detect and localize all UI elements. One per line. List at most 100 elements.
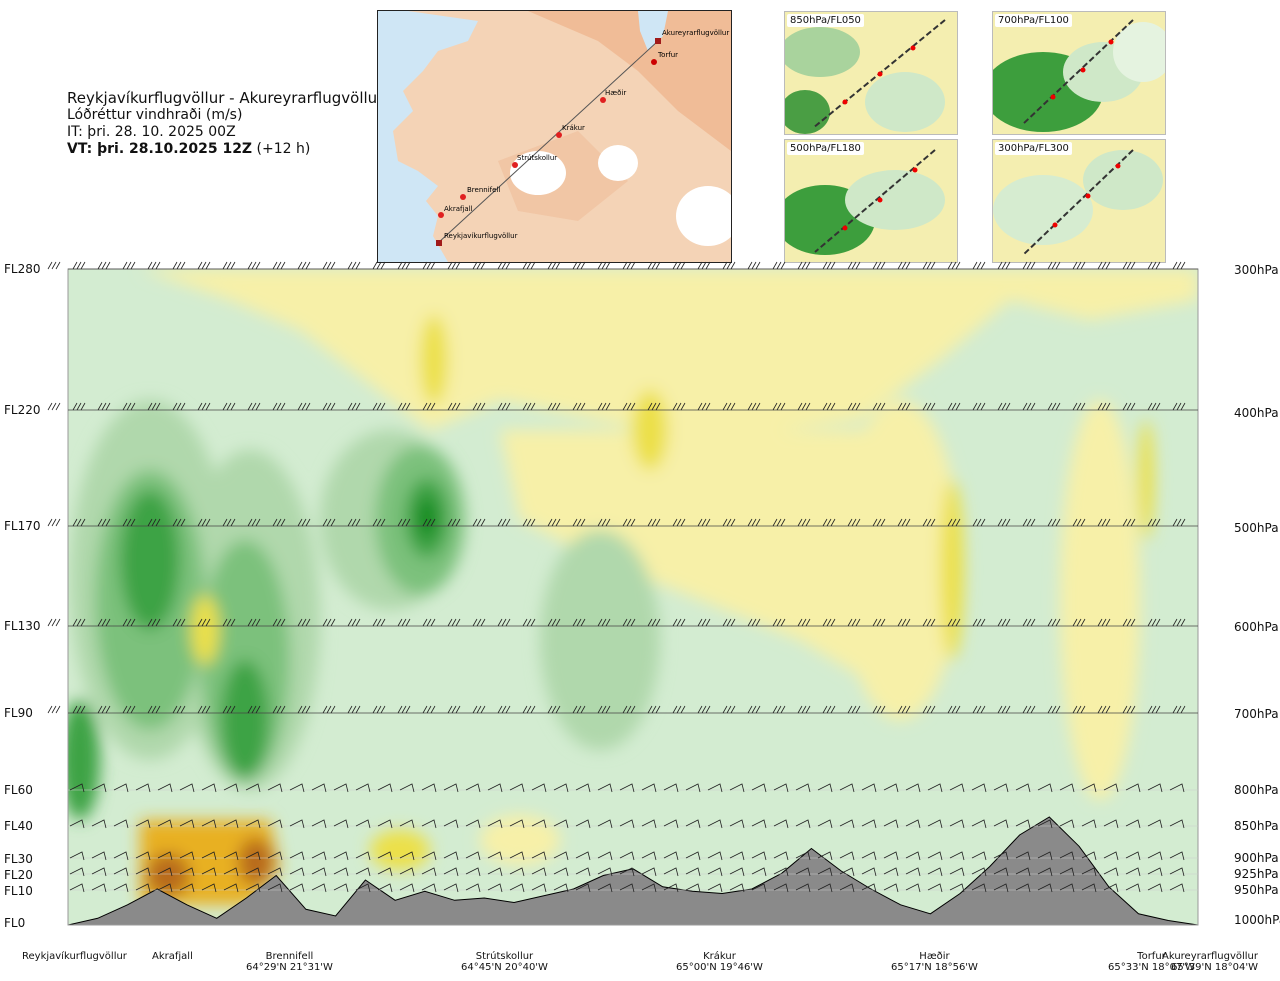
wind-barb xyxy=(447,402,461,411)
wind-barb xyxy=(487,867,503,877)
wind-barb xyxy=(553,883,569,893)
fl-label: FL0 xyxy=(4,916,26,930)
wind-barb xyxy=(311,867,327,877)
wind-barb xyxy=(172,518,186,527)
wind-barb xyxy=(465,883,481,893)
wind-barb xyxy=(949,783,965,793)
wind-barb xyxy=(883,851,899,861)
wind-barb xyxy=(421,783,437,793)
wind-barb xyxy=(572,705,586,714)
wind-barb xyxy=(697,705,711,714)
wind-barb xyxy=(1015,819,1031,829)
wind-barb xyxy=(245,783,261,793)
map-label: Strútskollur xyxy=(517,154,557,162)
wind-barb xyxy=(487,883,503,893)
station-coord: 65°00'N 19°46'W xyxy=(676,962,763,973)
station-label: Strútskollur 64°45'N 20°40'W xyxy=(461,951,548,973)
wind-barb xyxy=(597,618,611,627)
wind-barb xyxy=(1097,261,1111,270)
wind-barb xyxy=(522,705,536,714)
wind-barb xyxy=(399,851,415,861)
wind-barb xyxy=(1169,883,1185,893)
wind-barb xyxy=(399,883,415,893)
wind-barb xyxy=(547,618,561,627)
wind-barb xyxy=(72,402,86,411)
wind-barb xyxy=(897,618,911,627)
wind-barb xyxy=(421,883,437,893)
wind-barb xyxy=(69,819,85,829)
mini-map-label: 300hPa/FL300 xyxy=(995,142,1072,155)
wind-barb xyxy=(847,261,861,270)
wind-barb xyxy=(897,705,911,714)
wind-barb xyxy=(347,618,361,627)
wind-barb xyxy=(1147,883,1163,893)
wind-barb xyxy=(1047,518,1061,527)
wind-barb xyxy=(797,618,811,627)
wind-barb xyxy=(997,618,1011,627)
wind-barb xyxy=(397,618,411,627)
wind-barb xyxy=(927,819,943,829)
map-label: Reykjavíkurflugvöllur xyxy=(444,232,518,240)
wind-barb xyxy=(267,883,283,893)
pressure-label: 950hPa xyxy=(1234,883,1279,897)
wind-barb xyxy=(647,402,661,411)
wind-barb xyxy=(822,261,836,270)
wind-barb xyxy=(553,783,569,793)
wind-barb xyxy=(122,402,136,411)
pressure-label: 300hPa xyxy=(1234,263,1279,277)
wind-barb xyxy=(883,883,899,893)
wind-barb xyxy=(971,819,987,829)
wind-barb xyxy=(663,867,679,877)
wind-barb xyxy=(619,783,635,793)
fl-label: FL60 xyxy=(4,783,33,797)
wind-barb xyxy=(322,261,336,270)
wind-barb xyxy=(772,518,786,527)
wind-barb xyxy=(547,402,561,411)
wind-barb xyxy=(861,819,877,829)
wind-barb xyxy=(113,783,129,793)
wind-barb xyxy=(897,518,911,527)
mini-map-850: 850hPa/FL050 xyxy=(784,11,958,135)
map-label: Hæðir xyxy=(605,89,626,97)
wind-barb xyxy=(347,518,361,527)
wind-barb xyxy=(487,819,503,829)
wind-barb xyxy=(1037,783,1053,793)
wind-barb xyxy=(1147,518,1161,527)
wind-barb xyxy=(1122,618,1136,627)
fl-label: FL280 xyxy=(4,262,41,276)
wind-barb xyxy=(347,402,361,411)
wind-barb xyxy=(795,819,811,829)
wind-barb xyxy=(861,783,877,793)
map-label: Akureyrarflugvöllur xyxy=(662,29,729,37)
pressure-label: 600hPa xyxy=(1234,620,1279,634)
wind-barb xyxy=(333,783,349,793)
wind-barb xyxy=(553,867,569,877)
wind-barb xyxy=(487,783,503,793)
wind-barb xyxy=(497,402,511,411)
wind-barb xyxy=(91,851,107,861)
wind-barb xyxy=(773,819,789,829)
wind-barb xyxy=(447,518,461,527)
wind-barb xyxy=(1037,883,1053,893)
wind-barb xyxy=(883,783,899,793)
wind-barb xyxy=(1147,783,1163,793)
wind-barb xyxy=(377,867,393,877)
wind-barb xyxy=(179,883,195,893)
wind-barb xyxy=(927,883,943,893)
wind-barb xyxy=(135,783,151,793)
fl-label: FL220 xyxy=(4,403,41,417)
wind-barb xyxy=(1081,819,1097,829)
wind-barb xyxy=(997,402,1011,411)
wind-barb xyxy=(377,883,393,893)
wind-barb xyxy=(872,402,886,411)
fl-label: FL90 xyxy=(4,706,33,720)
wind-barb xyxy=(509,867,525,877)
wind-barb xyxy=(1022,402,1036,411)
pressure-label: 500hPa xyxy=(1234,521,1279,535)
wind-barb xyxy=(97,705,111,714)
wind-barb xyxy=(641,867,657,877)
wind-barb xyxy=(372,261,386,270)
wind-barb xyxy=(223,867,239,877)
map-marker-brennifell xyxy=(460,194,466,200)
